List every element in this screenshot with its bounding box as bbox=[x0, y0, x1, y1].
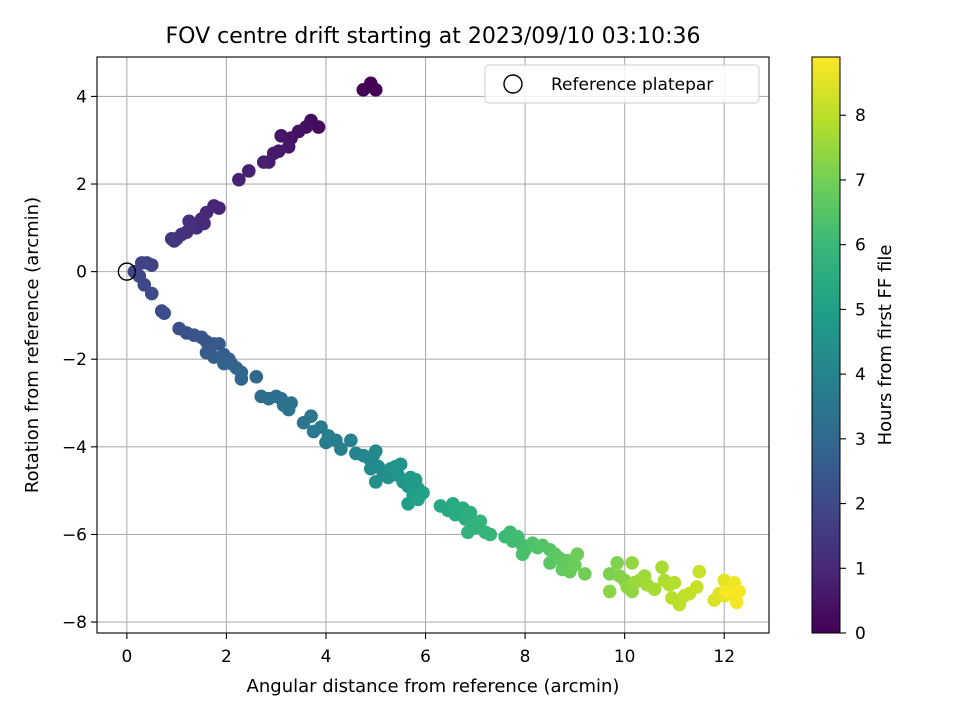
y-tick-label: 2 bbox=[76, 175, 87, 195]
legend-label-reference: Reference platepar bbox=[551, 75, 713, 95]
data-point bbox=[249, 369, 264, 384]
y-tick-label: −2 bbox=[62, 350, 87, 370]
grid bbox=[97, 57, 769, 633]
colorbar-tick-label: 5 bbox=[855, 300, 866, 320]
data-point bbox=[212, 337, 226, 351]
data-point bbox=[256, 155, 271, 169]
y-axis-label: Rotation from reference (arcmin) bbox=[22, 197, 43, 493]
y-tick-label: −8 bbox=[62, 613, 87, 633]
data-point bbox=[334, 442, 348, 456]
data-point bbox=[284, 396, 298, 410]
colorbar-tick-label: 1 bbox=[855, 559, 866, 579]
data-point bbox=[234, 372, 249, 386]
data-point bbox=[610, 556, 624, 570]
reference-platepar-marker bbox=[117, 262, 137, 281]
x-tick-label: 4 bbox=[321, 647, 332, 667]
data-point bbox=[144, 286, 159, 301]
colorbar-tick-label: 2 bbox=[855, 495, 866, 515]
data-point bbox=[344, 433, 358, 448]
data-point bbox=[368, 444, 383, 459]
colorbar-tick-label: 8 bbox=[855, 106, 866, 126]
colorbar-tick-label: 6 bbox=[855, 236, 866, 256]
data-point bbox=[625, 556, 639, 570]
data-point bbox=[627, 575, 642, 590]
y-tick-label: −4 bbox=[62, 438, 87, 458]
data-point bbox=[232, 172, 246, 187]
data-point bbox=[463, 505, 478, 520]
data-point bbox=[217, 356, 231, 371]
data-point bbox=[732, 584, 746, 599]
data-point bbox=[304, 409, 318, 423]
x-axis-label: Angular distance from reference (arcmin) bbox=[247, 676, 620, 697]
data-point bbox=[473, 514, 488, 529]
colorbar-tick-label: 3 bbox=[855, 430, 866, 450]
y-axis: −8 −6 −4 −2 0 2 4 bbox=[62, 87, 97, 633]
x-tick-label: 10 bbox=[614, 647, 636, 667]
x-tick-label: 0 bbox=[121, 647, 132, 667]
data-points bbox=[127, 76, 746, 612]
legend-marker-reference bbox=[503, 74, 523, 94]
colorbar-tick-label: 7 bbox=[855, 171, 866, 191]
data-point bbox=[690, 580, 704, 594]
colorbar-gradient bbox=[811, 56, 841, 634]
colorbar: 0 1 2 3 4 5 6 7 8 Hours from first FF file bbox=[811, 56, 896, 644]
data-point bbox=[667, 575, 682, 590]
colorbar-tick-label: 4 bbox=[855, 365, 866, 385]
data-point bbox=[411, 492, 425, 507]
data-point bbox=[368, 83, 383, 97]
chart-title: FOV centre drift starting at 2023/09/10 … bbox=[166, 24, 701, 49]
x-tick-label: 6 bbox=[420, 647, 431, 667]
y-tick-label: 0 bbox=[76, 263, 87, 283]
plot-frame bbox=[96, 56, 770, 634]
data-point bbox=[719, 584, 734, 599]
colorbar-tick-label: 0 bbox=[855, 624, 866, 644]
data-point bbox=[483, 527, 498, 542]
colorbar-label: Hours from first FF file bbox=[875, 245, 896, 446]
data-point bbox=[242, 164, 256, 178]
colorbar-ticks: 0 1 2 3 4 5 6 7 8 bbox=[840, 106, 866, 644]
data-point bbox=[274, 129, 288, 143]
data-point bbox=[368, 475, 383, 489]
data-point bbox=[602, 584, 617, 599]
x-tick-label: 12 bbox=[713, 647, 735, 667]
legend-box bbox=[484, 64, 760, 104]
data-point bbox=[692, 564, 707, 579]
data-point bbox=[164, 231, 179, 246]
data-point bbox=[647, 582, 662, 596]
data-point bbox=[515, 547, 530, 561]
y-tick-label: −6 bbox=[62, 525, 87, 545]
data-point bbox=[655, 560, 669, 575]
x-tick-label: 2 bbox=[221, 647, 232, 667]
data-point bbox=[578, 567, 592, 581]
legend: Reference platepar bbox=[484, 64, 760, 104]
x-tick-label: 8 bbox=[520, 647, 531, 667]
data-point bbox=[182, 214, 196, 229]
y-tick-label: 4 bbox=[76, 87, 87, 107]
data-point bbox=[570, 547, 585, 561]
x-axis: 0 2 4 6 8 10 12 bbox=[121, 633, 735, 667]
data-point bbox=[568, 558, 582, 572]
data-point bbox=[393, 457, 408, 472]
data-point bbox=[157, 306, 171, 321]
data-point bbox=[729, 595, 744, 610]
